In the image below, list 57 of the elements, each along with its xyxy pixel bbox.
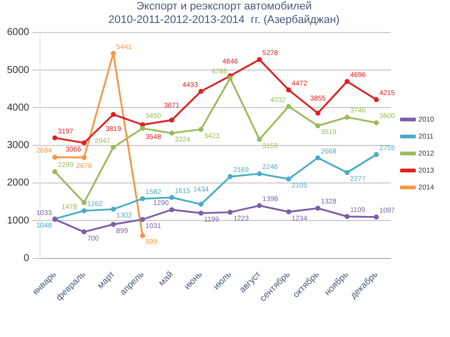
point — [110, 144, 116, 150]
point — [52, 169, 58, 174]
point — [110, 206, 116, 212]
point — [228, 174, 233, 180]
point — [169, 130, 174, 136]
point — [344, 78, 350, 84]
point — [140, 126, 146, 131]
point — [374, 152, 379, 158]
point — [315, 110, 320, 116]
point — [286, 176, 292, 182]
point — [110, 222, 116, 227]
y-tick-label: 5000 — [6, 64, 30, 76]
point — [110, 50, 116, 56]
y-tick-label: 0 — [24, 253, 30, 264]
point — [169, 207, 174, 212]
point — [228, 210, 233, 215]
point — [344, 214, 350, 220]
point — [52, 135, 58, 140]
point — [256, 57, 262, 62]
point — [374, 214, 379, 220]
point — [256, 171, 262, 176]
point — [140, 216, 146, 222]
point — [198, 202, 204, 207]
point — [256, 136, 262, 142]
point — [198, 88, 204, 94]
point — [82, 154, 87, 160]
chart-subtitle: 2010-2011-2012-2013-2014 гг. (Азербайджан) — [108, 14, 340, 26]
point — [344, 170, 350, 176]
point — [315, 155, 320, 160]
point — [286, 87, 292, 92]
point — [169, 194, 174, 200]
point — [82, 229, 87, 234]
point — [110, 112, 116, 118]
point — [286, 104, 292, 109]
point — [198, 210, 204, 216]
point — [198, 126, 204, 132]
point — [256, 203, 262, 208]
point — [344, 114, 350, 120]
point — [374, 120, 379, 126]
y-tick-label: 4000 — [6, 102, 30, 114]
chart-title: Экспорт и реэкспорт автомобилей — [136, 0, 312, 13]
point — [169, 118, 174, 123]
point — [52, 154, 58, 160]
point — [82, 140, 87, 146]
y-tick-label: 3000 — [6, 140, 30, 152]
point — [82, 208, 87, 214]
point — [82, 200, 87, 206]
point — [315, 206, 320, 211]
point — [140, 233, 146, 238]
point — [315, 123, 320, 128]
y-tick-label: 6000 — [6, 27, 30, 38]
point — [140, 196, 146, 202]
y-tick-label: 1000 — [6, 215, 30, 226]
point — [374, 97, 379, 102]
point — [228, 76, 233, 81]
y-tick-label: 2000 — [6, 178, 30, 189]
point — [286, 209, 292, 214]
